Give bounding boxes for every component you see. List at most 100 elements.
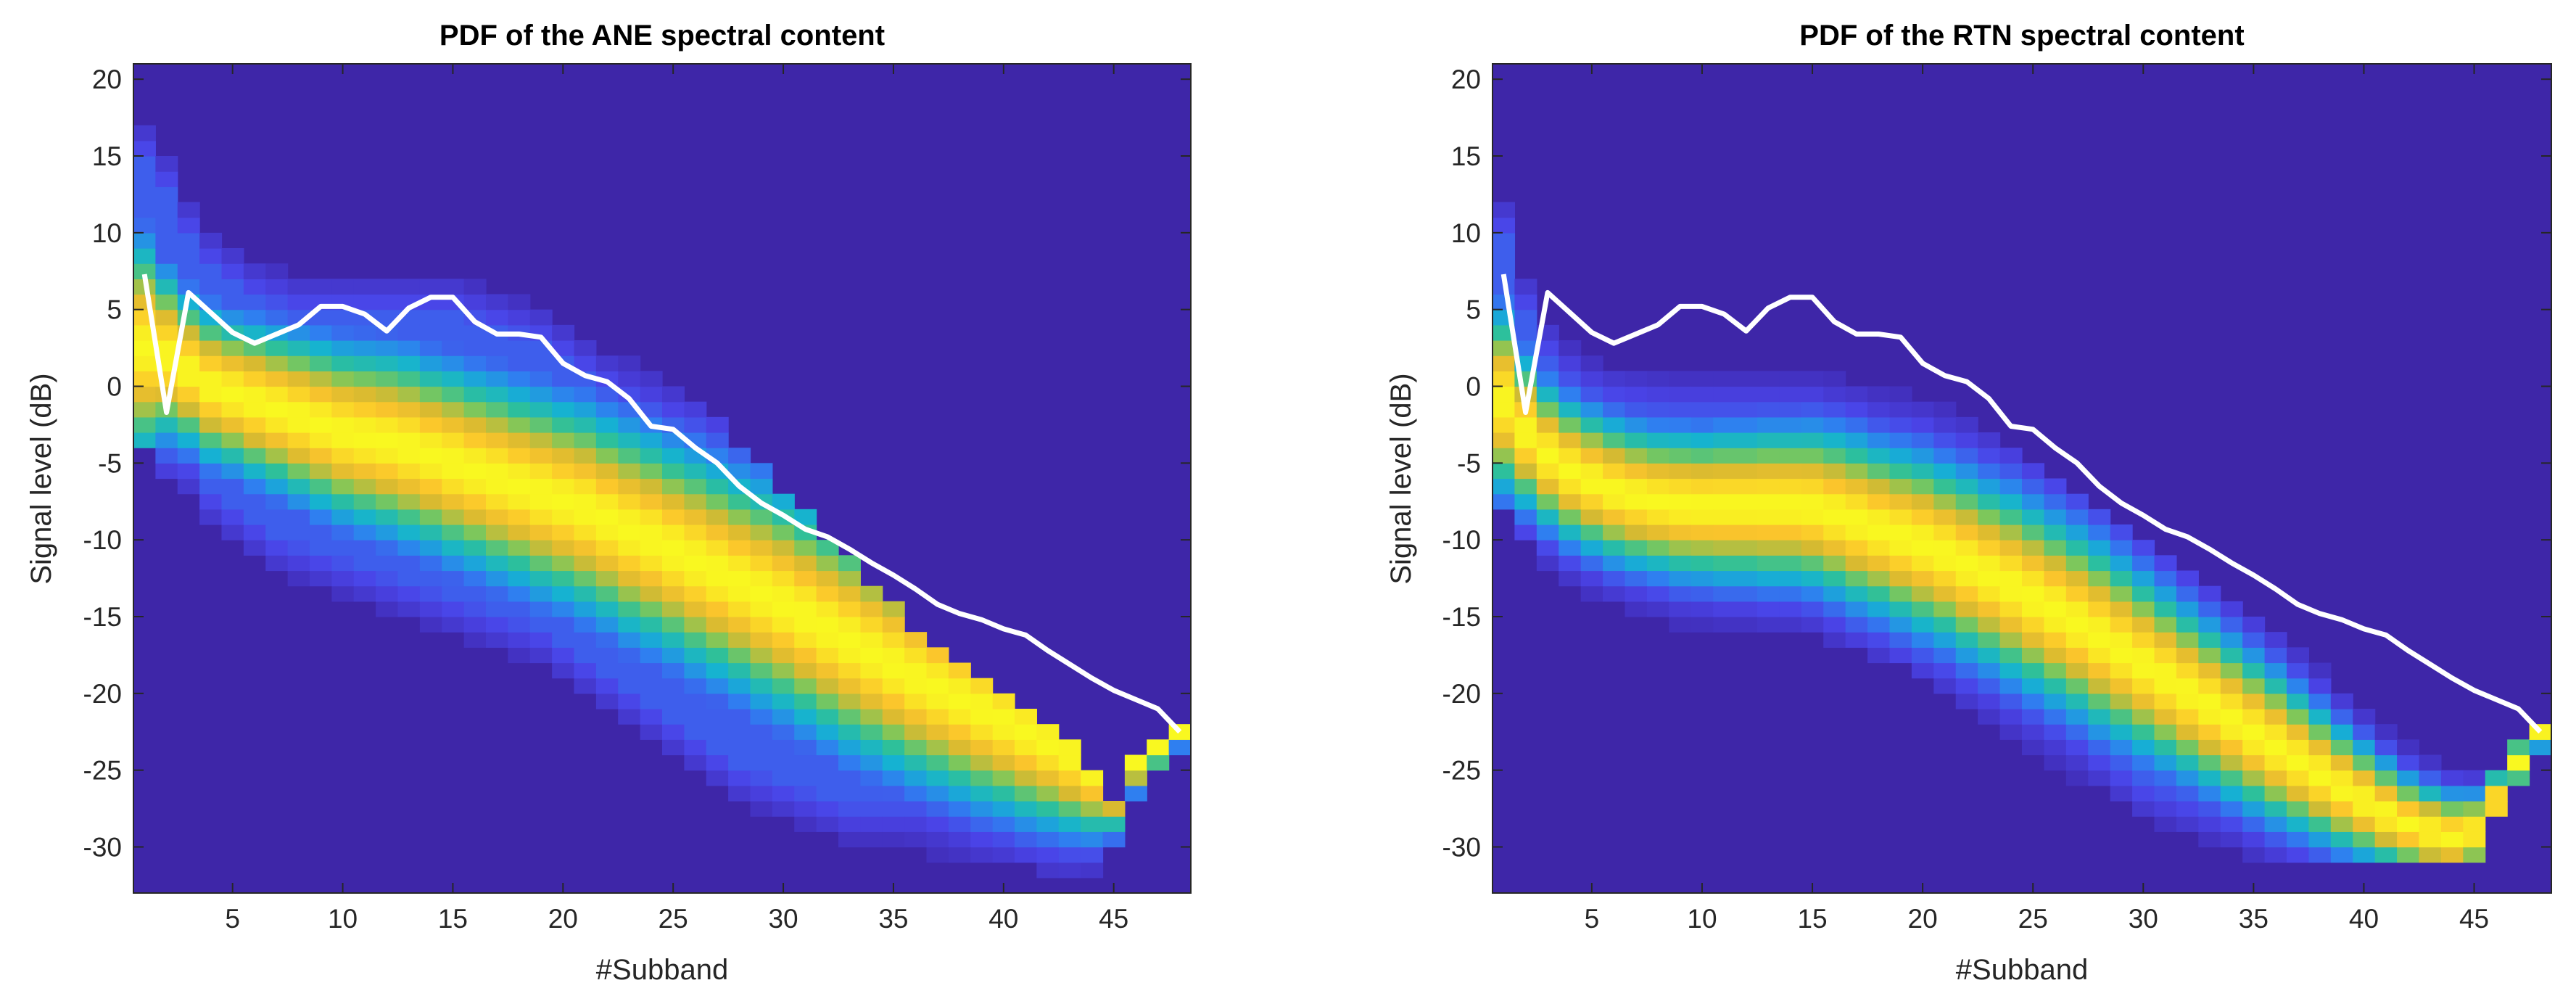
heatmap-cell — [992, 709, 1015, 725]
heatmap-cell — [772, 785, 795, 802]
heatmap-cell — [750, 585, 773, 602]
heatmap-cell — [353, 524, 376, 540]
heatmap-cell — [1081, 785, 1104, 802]
heatmap-cell — [838, 709, 861, 725]
heatmap-cell — [199, 509, 223, 525]
heatmap-cell — [552, 432, 575, 448]
heatmap-cell — [640, 662, 663, 679]
heatmap-cell — [2242, 816, 2266, 832]
heatmap-cell — [1757, 601, 1780, 617]
heatmap-cell — [750, 463, 773, 480]
heatmap-cell — [970, 770, 994, 786]
heatmap-cell — [992, 754, 1015, 771]
heatmap-cell — [1845, 617, 1868, 633]
heatmap-cell — [860, 678, 883, 694]
heatmap-cell — [1735, 432, 1758, 448]
heatmap-cell — [1845, 386, 1868, 403]
heatmap-cell — [2242, 693, 2266, 709]
heatmap-cell — [287, 463, 310, 480]
heatmap-cell — [331, 524, 355, 540]
heatmap-cell — [1559, 371, 1582, 387]
heatmap-cell — [1955, 555, 1978, 572]
heatmap-cell — [1625, 555, 1648, 572]
heatmap-cell — [376, 509, 399, 525]
heatmap-cell — [133, 371, 156, 387]
x-tick-label: 25 — [2018, 904, 2048, 934]
heatmap-cell — [750, 570, 773, 587]
heatmap-cell — [353, 401, 376, 418]
heatmap-cell — [1867, 509, 1891, 525]
heatmap-cell — [2088, 540, 2111, 556]
heatmap-cell — [1559, 509, 1582, 525]
heatmap-cell — [1690, 416, 1714, 433]
heatmap-cell — [574, 432, 597, 448]
heatmap-cell — [618, 662, 641, 679]
heatmap-cell — [882, 801, 905, 817]
heatmap-cell — [155, 324, 178, 341]
heatmap-cell — [1536, 555, 1559, 572]
heatmap-cell — [199, 232, 223, 249]
heatmap-cell — [463, 324, 487, 341]
heatmap-cell — [265, 493, 289, 510]
heatmap-cell — [1955, 647, 1978, 664]
heatmap-cell — [1823, 448, 1846, 464]
heatmap-cell — [684, 647, 707, 664]
heatmap-cell — [2088, 570, 2111, 587]
heatmap-cell — [1669, 478, 1692, 495]
heatmap-cell — [463, 478, 487, 495]
heatmap-cell — [2287, 724, 2310, 740]
heatmap-cell — [860, 601, 883, 617]
axis-ticks: 5 10 15 20 25 30 35 40 4520151050-5-10-15-20-25-… — [1442, 64, 2551, 934]
heatmap-cell — [1514, 478, 1537, 495]
heatmap-cell — [2022, 524, 2045, 540]
heatmap-cell — [287, 432, 310, 448]
heatmap-cell — [816, 785, 839, 802]
heatmap-cell — [1015, 770, 1037, 786]
heatmap-cell — [860, 831, 883, 848]
heatmap-cell — [2374, 847, 2398, 863]
heatmap-cell — [1889, 570, 1912, 587]
heatmap-cell — [486, 570, 508, 587]
heatmap-cell — [419, 324, 442, 341]
heatmap-cell — [1955, 662, 1978, 679]
heatmap-cell — [684, 693, 707, 709]
heatmap-cell — [2242, 831, 2266, 848]
heatmap-cell — [1823, 493, 1846, 510]
heatmap-cell — [2397, 754, 2420, 771]
heatmap-cell — [640, 555, 663, 572]
heatmap-cell — [904, 724, 928, 740]
heatmap-cell — [838, 724, 861, 740]
heatmap-cell — [1999, 647, 2023, 664]
heatmap-cell — [353, 371, 376, 387]
heatmap-cell — [2287, 847, 2310, 863]
heatmap-cell — [2287, 678, 2310, 694]
heatmap-cell — [243, 294, 266, 310]
heatmap-cell — [1911, 463, 1934, 480]
heatmap-cell — [1779, 540, 1802, 556]
heatmap-cell — [618, 386, 641, 403]
heatmap-cell — [353, 294, 376, 310]
heatmap-cell — [1933, 493, 1957, 510]
heatmap-cell — [706, 770, 729, 786]
heatmap-cell — [2132, 724, 2155, 740]
heatmap-cell — [221, 432, 244, 448]
heatmap-cell — [794, 632, 817, 648]
heatmap-cell — [750, 724, 773, 740]
heatmap-cell — [155, 432, 178, 448]
heatmap-cell — [376, 570, 399, 587]
heatmap-cell — [1603, 463, 1626, 480]
heatmap-cell — [331, 585, 355, 602]
heatmap-cell — [2176, 754, 2199, 771]
heatmap-cell — [728, 632, 751, 648]
heatmap-cell — [508, 617, 531, 633]
heatmap-cell — [2220, 785, 2243, 802]
heatmap-cell — [2044, 662, 2067, 679]
heatmap-cell — [2264, 693, 2287, 709]
heatmap-cell — [1168, 739, 1192, 756]
heatmap-cell — [684, 724, 707, 740]
heatmap-cell — [1911, 448, 1934, 464]
heatmap-cell — [574, 478, 597, 495]
heatmap-cell — [904, 816, 928, 832]
x-tick-label: 45 — [2459, 904, 2489, 934]
heatmap-cell — [2132, 601, 2155, 617]
